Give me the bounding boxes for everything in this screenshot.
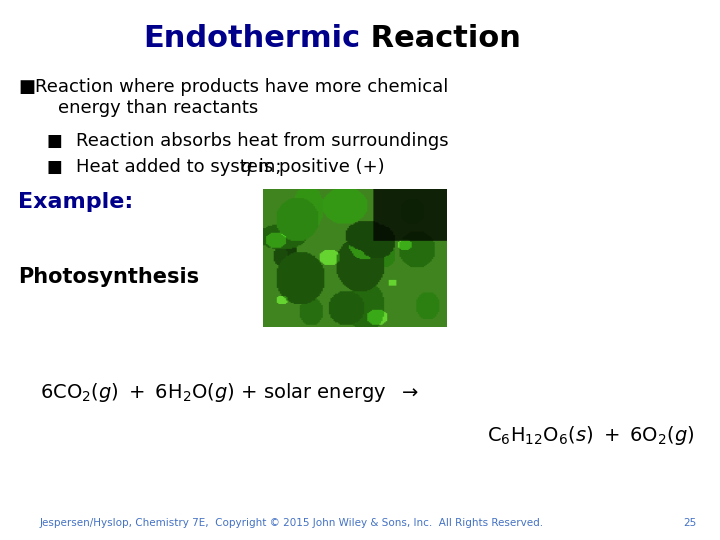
Text: Photosynthesis: Photosynthesis: [18, 267, 199, 287]
Text: $\mathregular{6CO_2}$$\mathit{(g)}$$\mathregular{\ +\ 6H_2O}$$\mathit{(g)}$ + so: $\mathregular{6CO_2}$$\mathit{(g)}$$\mat…: [40, 381, 418, 404]
Text: is positive (+): is positive (+): [253, 158, 384, 176]
Text: ■: ■: [47, 158, 63, 176]
Text: 25: 25: [684, 518, 697, 528]
Text: Reaction absorbs heat from surroundings: Reaction absorbs heat from surroundings: [76, 132, 449, 150]
Text: Example:: Example:: [18, 192, 133, 212]
Text: q: q: [240, 158, 251, 176]
Text: ■: ■: [18, 78, 35, 96]
Text: Endothermic: Endothermic: [143, 24, 360, 53]
Text: Reaction: Reaction: [360, 24, 521, 53]
Text: ■: ■: [47, 132, 63, 150]
Text: $\mathregular{C_6H_{12}O_6}$$\mathit{(s)}$$\mathregular{\ +\ 6O_2}$$\mathit{(g)}: $\mathregular{C_6H_{12}O_6}$$\mathit{(s)…: [487, 424, 695, 447]
Text: Reaction where products have more chemical
    energy than reactants: Reaction where products have more chemic…: [35, 78, 448, 117]
Text: Jespersen/Hyslop, Chemistry 7E,  Copyright © 2015 John Wiley & Sons, Inc.  All R: Jespersen/Hyslop, Chemistry 7E, Copyrigh…: [40, 518, 544, 528]
Text: Heat added to system;: Heat added to system;: [76, 158, 287, 176]
